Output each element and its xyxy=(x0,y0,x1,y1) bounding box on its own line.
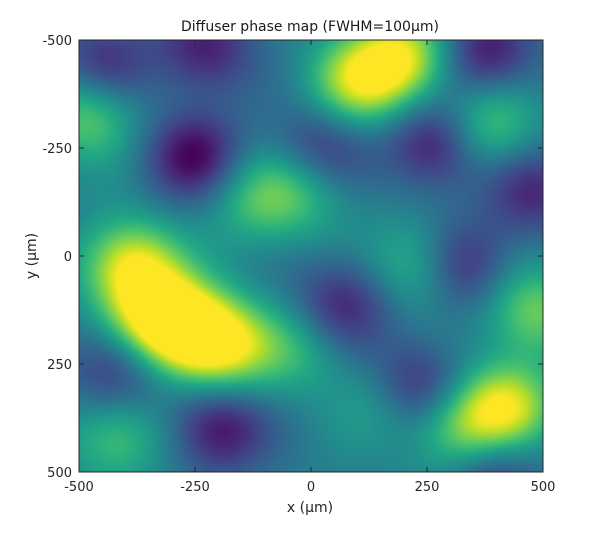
x-tick-label: -250 xyxy=(180,480,210,495)
y-tick-label: -250 xyxy=(42,142,72,157)
x-tick-label: 250 xyxy=(415,480,440,495)
y-axis-ticks: -500 -250 0 250 500 xyxy=(42,34,543,481)
heatmap-image xyxy=(79,40,543,472)
y-tick-label: 250 xyxy=(47,358,72,373)
y-tick-label: 0 xyxy=(64,250,72,265)
y-tick-label: -500 xyxy=(42,34,72,49)
x-axis-label: x (μm) xyxy=(287,500,333,516)
x-tick-label: 500 xyxy=(531,480,556,495)
chart-title: Diffuser phase map (FWHM=100μm) xyxy=(181,19,439,35)
x-tick-label: -500 xyxy=(64,480,94,495)
x-tick-label: 0 xyxy=(307,480,315,495)
x-axis-ticks: -500 -250 0 250 500 xyxy=(64,40,555,495)
y-axis-label: y (μm) xyxy=(24,233,40,279)
y-tick-label: 500 xyxy=(47,466,72,481)
